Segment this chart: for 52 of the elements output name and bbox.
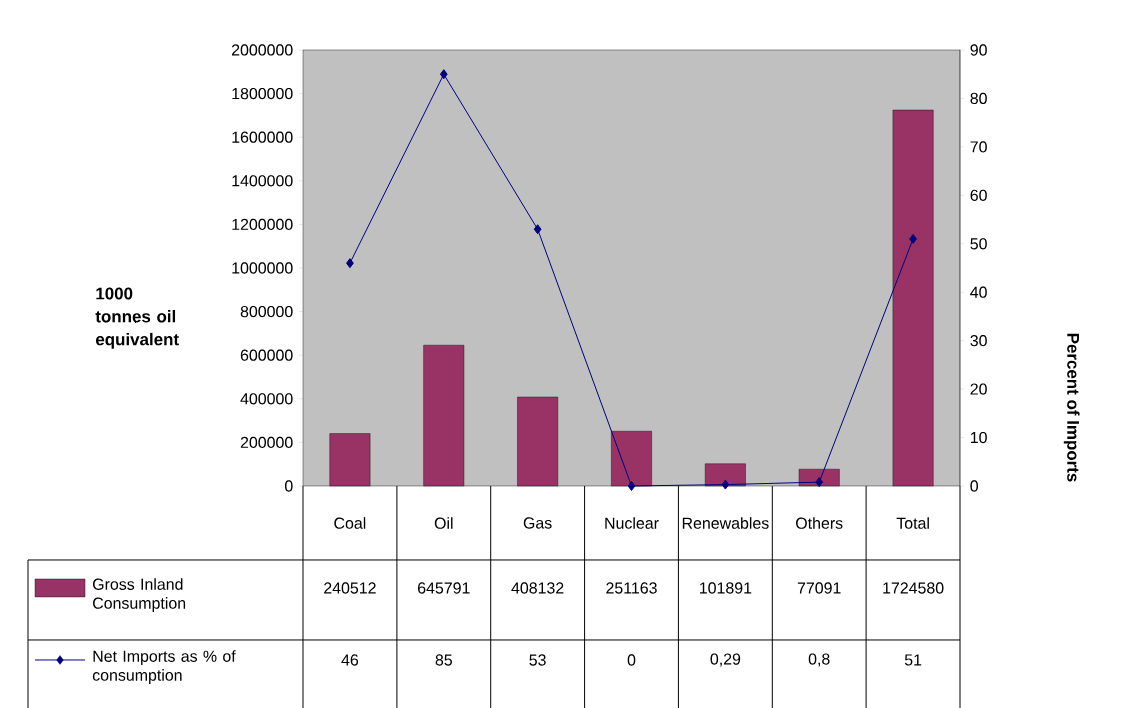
data-label: 1724580: [883, 582, 944, 594]
x-tick-label: Renewables: [682, 517, 769, 529]
point: [627, 480, 636, 491]
y2-tick-label: 20: [970, 383, 987, 395]
y2-tick-label: 80: [970, 92, 987, 105]
x-tick-label: Nuclear: [605, 517, 659, 529]
y-tick-label: 1000000: [232, 262, 293, 274]
y-tick-label: 1800000: [232, 87, 293, 100]
x-tick-label: Coal: [334, 517, 366, 529]
point: [533, 224, 542, 235]
y2-tick-label: 60: [970, 189, 987, 201]
y2-axis-title: Percent of Imports: [1063, 333, 1080, 482]
point: [439, 69, 448, 80]
point: [909, 233, 917, 244]
y-tick-label: 1400000: [232, 175, 293, 187]
y-axis-title: 1000 tonnes oil equivalent: [95, 287, 179, 349]
y-tick-label: 800000: [240, 305, 293, 318]
data-label: 51: [904, 654, 922, 666]
y-tick-label: 1600000: [232, 131, 293, 143]
data-label: 85: [435, 654, 452, 666]
data-label: 408132: [511, 582, 564, 594]
data-label: 0,29: [710, 653, 741, 667]
point: [721, 479, 730, 490]
legend-label: Gross Inland Consumption: [93, 578, 186, 612]
data-label: 77091: [797, 582, 841, 594]
y2-tick-label: 10: [970, 431, 987, 444]
y2-tick-label: 0: [970, 480, 978, 492]
y2-tick-label: 30: [970, 335, 987, 347]
data-label: 53: [529, 654, 546, 666]
data-label: 0: [627, 654, 636, 666]
y2-tick-label: 90: [970, 44, 987, 56]
data-label: 46: [341, 654, 359, 666]
data-label: 251163: [606, 582, 657, 594]
legend-label: Net Imports as % of consumption: [92, 650, 236, 684]
y-tick-label: 200000: [240, 436, 293, 449]
x-tick-label: Total: [896, 517, 929, 529]
y-tick-label: 600000: [240, 349, 293, 361]
data-label: 101891: [700, 582, 752, 594]
y-tick-label: 2000000: [231, 44, 293, 56]
y2-tick-label: 70: [970, 141, 987, 153]
y2-tick-label: 50: [970, 238, 987, 250]
y2-tick-label: 40: [970, 286, 987, 298]
y-tick-label: 1200000: [232, 218, 293, 231]
y-tick-label: 0: [285, 480, 293, 492]
point: [346, 258, 354, 269]
data-label: 645791: [418, 582, 470, 594]
x-tick-label: Oil: [434, 517, 453, 529]
x-tick-label: Others: [796, 517, 843, 529]
x-tick-label: Gas: [523, 517, 552, 529]
y-tick-label: 400000: [240, 393, 293, 405]
data-label: 240512: [324, 582, 376, 594]
data-label: 0,8: [808, 653, 830, 667]
